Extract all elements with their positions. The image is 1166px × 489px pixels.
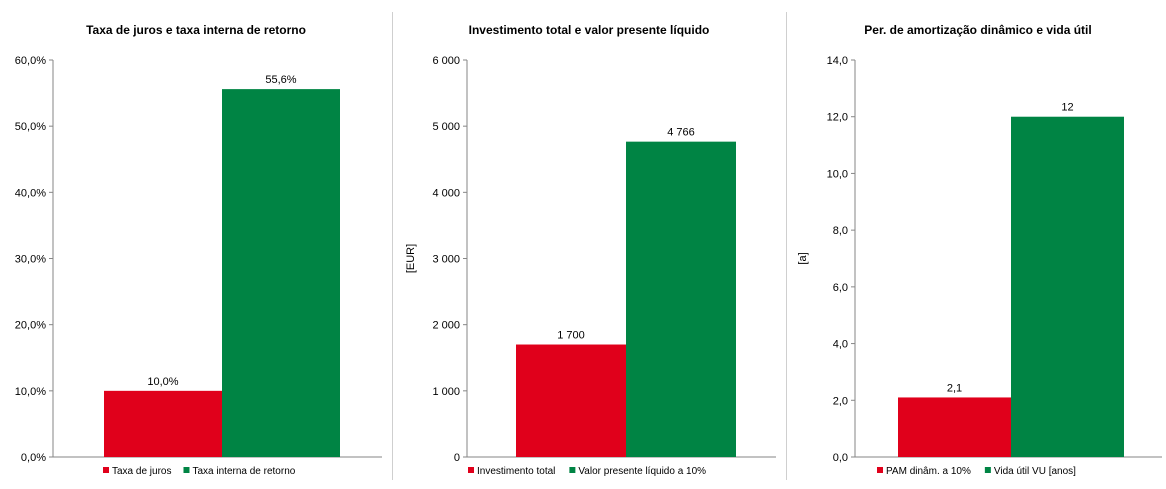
data-label: 2,1: [947, 382, 962, 394]
y-tick-label: 0,0%: [21, 452, 46, 464]
bar-red: [516, 344, 626, 457]
chart-investment-npv: Investimento total e valor presente líqu…: [405, 23, 776, 477]
y-tick-label: 6,0: [833, 282, 848, 294]
legend-swatch: [103, 467, 109, 473]
legend-swatch: [984, 467, 991, 473]
y-tick-label: 8,0: [833, 225, 848, 237]
y-tick-label: 2 000: [432, 320, 460, 332]
legend-swatch: [468, 467, 474, 473]
legend-label: Vida útil VU [anos]: [994, 466, 1076, 477]
legend-label: PAM dinâm. a 10%: [886, 466, 971, 477]
panel-divider: [786, 12, 787, 480]
y-axis-title: [EUR]: [405, 244, 417, 273]
y-tick-label: 12,0: [827, 112, 848, 124]
y-tick-label: 0,0: [833, 452, 848, 464]
legend-label: Investimento total: [477, 466, 555, 477]
y-tick-label: 4,0: [833, 339, 848, 351]
y-tick-label: 3 000: [432, 254, 460, 266]
legend-swatch: [877, 467, 883, 473]
chart-title: Investimento total e valor presente líqu…: [469, 23, 710, 37]
chart-panel-investment-npv: Investimento total e valor presente líqu…: [400, 10, 778, 480]
chart-panel-interest-irr: Taxa de juros e taxa interna de retorno 0…: [8, 10, 384, 480]
data-label: 1 700: [557, 330, 585, 342]
y-tick-label: 40,0%: [15, 187, 46, 199]
y-tick-label: 6 000: [432, 55, 460, 67]
bar-green: [1011, 116, 1124, 457]
bar-green: [222, 89, 340, 457]
bar-green: [626, 141, 736, 458]
y-tick-label: 4 000: [432, 187, 460, 199]
y-tick-label: 30,0%: [15, 254, 46, 266]
legend-label: Taxa interna de retorno: [192, 466, 295, 477]
legend-label: Valor presente líquido a 10%: [578, 466, 706, 477]
legend-swatch: [569, 467, 576, 473]
data-label: 10,0%: [147, 376, 178, 388]
chart-panel-payback-lifetime: Per. de amortização dinâmico e vida útil…: [792, 10, 1164, 480]
y-tick-label: 60,0%: [15, 55, 46, 67]
legend-swatch: [183, 467, 190, 473]
y-tick-label: 20,0%: [15, 320, 46, 332]
y-tick-label: 5 000: [432, 121, 460, 133]
chart-title: Taxa de juros e taxa interna de retorno: [86, 23, 306, 37]
y-tick-label: 1 000: [432, 386, 460, 398]
y-tick-label: 10,0%: [15, 386, 46, 398]
bar-red: [104, 390, 222, 457]
y-tick-label: 10,0: [827, 168, 848, 180]
y-tick-label: 50,0%: [15, 121, 46, 133]
panel-divider: [392, 12, 393, 480]
y-axis-title: [a]: [797, 252, 809, 264]
chart-title: Per. de amortização dinâmico e vida útil: [864, 23, 1091, 37]
legend-label: Taxa de juros: [112, 466, 171, 477]
data-label: 12: [1061, 102, 1073, 114]
bar-red: [898, 397, 1011, 457]
chart-payback-lifetime: Per. de amortização dinâmico e vida útil…: [797, 23, 1162, 477]
y-tick-label: 2,0: [833, 395, 848, 407]
data-label: 55,6%: [265, 74, 296, 86]
chart-interest-irr: Taxa de juros e taxa interna de retorno 0…: [15, 23, 382, 477]
data-label: 4 766: [667, 127, 695, 139]
y-tick-label: 0: [454, 452, 460, 464]
y-tick-label: 14,0: [827, 55, 848, 67]
